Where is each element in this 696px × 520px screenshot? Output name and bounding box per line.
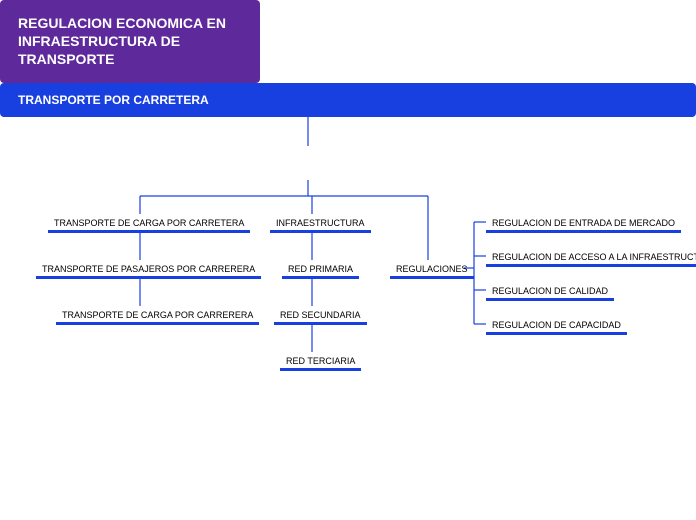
leaf-red-secundaria: RED SECUNDARIA	[274, 306, 367, 325]
leaf-pasajeros: TRANSPORTE DE PASAJEROS POR CARRERERA	[36, 260, 261, 279]
root-node: REGULACION ECONOMICA EN INFRAESTRUCTURA …	[0, 0, 260, 83]
branch-reg-head: REGULACIONES	[390, 260, 474, 279]
branch-carga-head: TRANSPORTE DE CARGA POR CARRETERA	[48, 214, 250, 233]
leaf-reg-capacidad: REGULACION DE CAPACIDAD	[486, 316, 627, 335]
leaf-red-primaria: RED PRIMARIA	[282, 260, 359, 279]
leaf-reg-acceso: REGULACION DE ACCESO A LA INFRAESTRUCTUR…	[486, 248, 696, 267]
main-node: TRANSPORTE POR CARRETERA	[0, 83, 696, 117]
leaf-reg-entrada: REGULACION DE ENTRADA DE MERCADO	[486, 214, 681, 233]
branch-infra-head: INFRAESTRUCTURA	[270, 214, 371, 233]
leaf-reg-calidad: REGULACION DE CALIDAD	[486, 282, 614, 301]
leaf-carga: TRANSPORTE DE CARGA POR CARRERERA	[56, 306, 259, 325]
leaf-red-terciaria: RED TERCIARIA	[280, 352, 361, 371]
